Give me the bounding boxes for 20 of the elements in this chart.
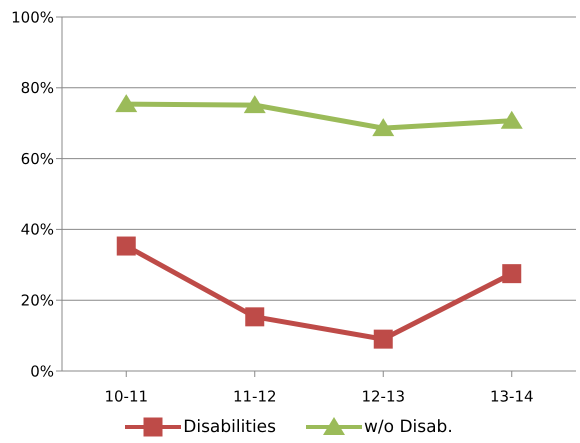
point xyxy=(116,236,136,256)
legend-label: Disabilities xyxy=(183,417,276,437)
point xyxy=(502,264,522,284)
y-tick-label: 80% xyxy=(20,79,54,98)
x-tick-label: 12-13 xyxy=(361,388,406,406)
point xyxy=(115,94,138,112)
point xyxy=(372,118,394,136)
x-tick-label: 10-11 xyxy=(104,388,148,406)
y-tick-label: 20% xyxy=(20,292,54,310)
point xyxy=(245,307,264,326)
x-tick-label: 13-14 xyxy=(490,388,534,406)
y-tick-label: 40% xyxy=(20,220,54,239)
y-tick-label: 0% xyxy=(30,362,54,380)
x-tick-label: 11-12 xyxy=(232,388,277,406)
y-tick-label: 100% xyxy=(11,8,54,26)
point xyxy=(244,95,266,114)
y-tick-label: 60% xyxy=(20,150,54,168)
point xyxy=(500,110,523,129)
legend-label: w/o Disab. xyxy=(364,417,453,437)
point xyxy=(374,330,393,349)
